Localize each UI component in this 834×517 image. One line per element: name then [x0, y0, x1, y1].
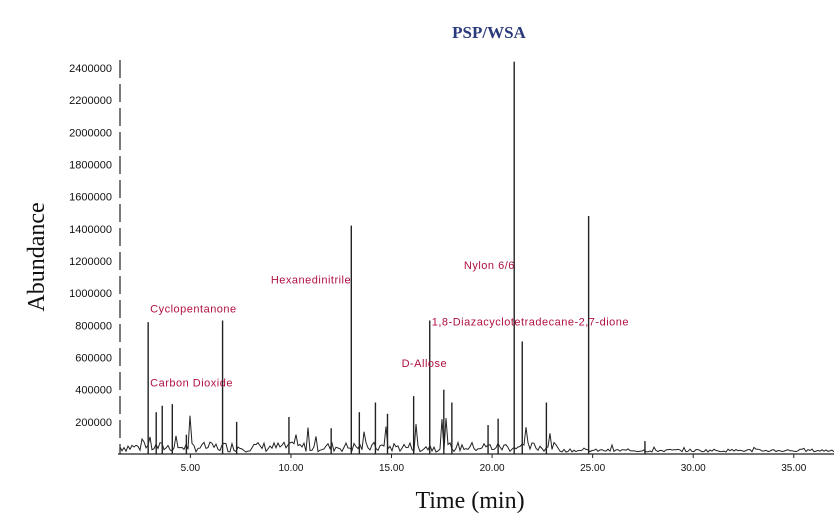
y-tick-label: 1000000: [69, 288, 112, 300]
peak-annotation: Cyclopentanone: [150, 303, 237, 315]
peak-annotation: Hexanedinitrile: [271, 275, 351, 287]
y-tick-label: 400000: [75, 385, 112, 397]
y-tick-label: 2000000: [69, 127, 112, 139]
x-tick-labels: 5.00 10.00 15.00 20.00 25.00 30.00 35.00: [181, 454, 807, 474]
x-axis-title: Time (min): [415, 488, 524, 514]
x-tick-label: 35.00: [781, 463, 806, 474]
y-tick-label: 2200000: [69, 95, 112, 107]
y-axis-title: Abundance: [24, 202, 50, 311]
chromatogram-baseline-trace: [119, 415, 834, 454]
peak-annotation: Nylon 6/6: [464, 260, 515, 272]
x-tick-label: 30.00: [681, 463, 706, 474]
y-tick-label: 1200000: [69, 256, 112, 268]
chart-title: PSP/WSA: [452, 23, 526, 42]
x-tick-label: 25.00: [580, 463, 605, 474]
y-tick-labels: 200000 400000 600000 800000 1000000 1200000 14…: [69, 63, 112, 429]
x-tick-label: 5.00: [181, 463, 201, 474]
peak-annotations: Carbon Dioxide Cyclopentanone Hexanedinitr…: [150, 260, 629, 389]
y-tick-label: 600000: [75, 353, 112, 365]
x-tick-label: 10.00: [278, 463, 303, 474]
peak-annotation: 1,8-Diazacyclotetradecane-2,7-dione: [432, 316, 629, 328]
x-tick-label: 15.00: [379, 463, 404, 474]
y-tick-label: 1400000: [69, 224, 112, 236]
y-tick-label: 1800000: [69, 160, 112, 172]
x-tick-label: 20.00: [480, 463, 505, 474]
y-tick-label: 800000: [75, 320, 112, 332]
chromatogram-peaks: [147, 61, 646, 454]
y-tick-label: 2400000: [69, 63, 112, 75]
y-tick-label: 1600000: [69, 192, 112, 204]
peak-annotation: D-Allose: [402, 358, 448, 370]
y-tick-label: 200000: [75, 417, 112, 429]
peak-annotation: Carbon Dioxide: [150, 377, 233, 389]
